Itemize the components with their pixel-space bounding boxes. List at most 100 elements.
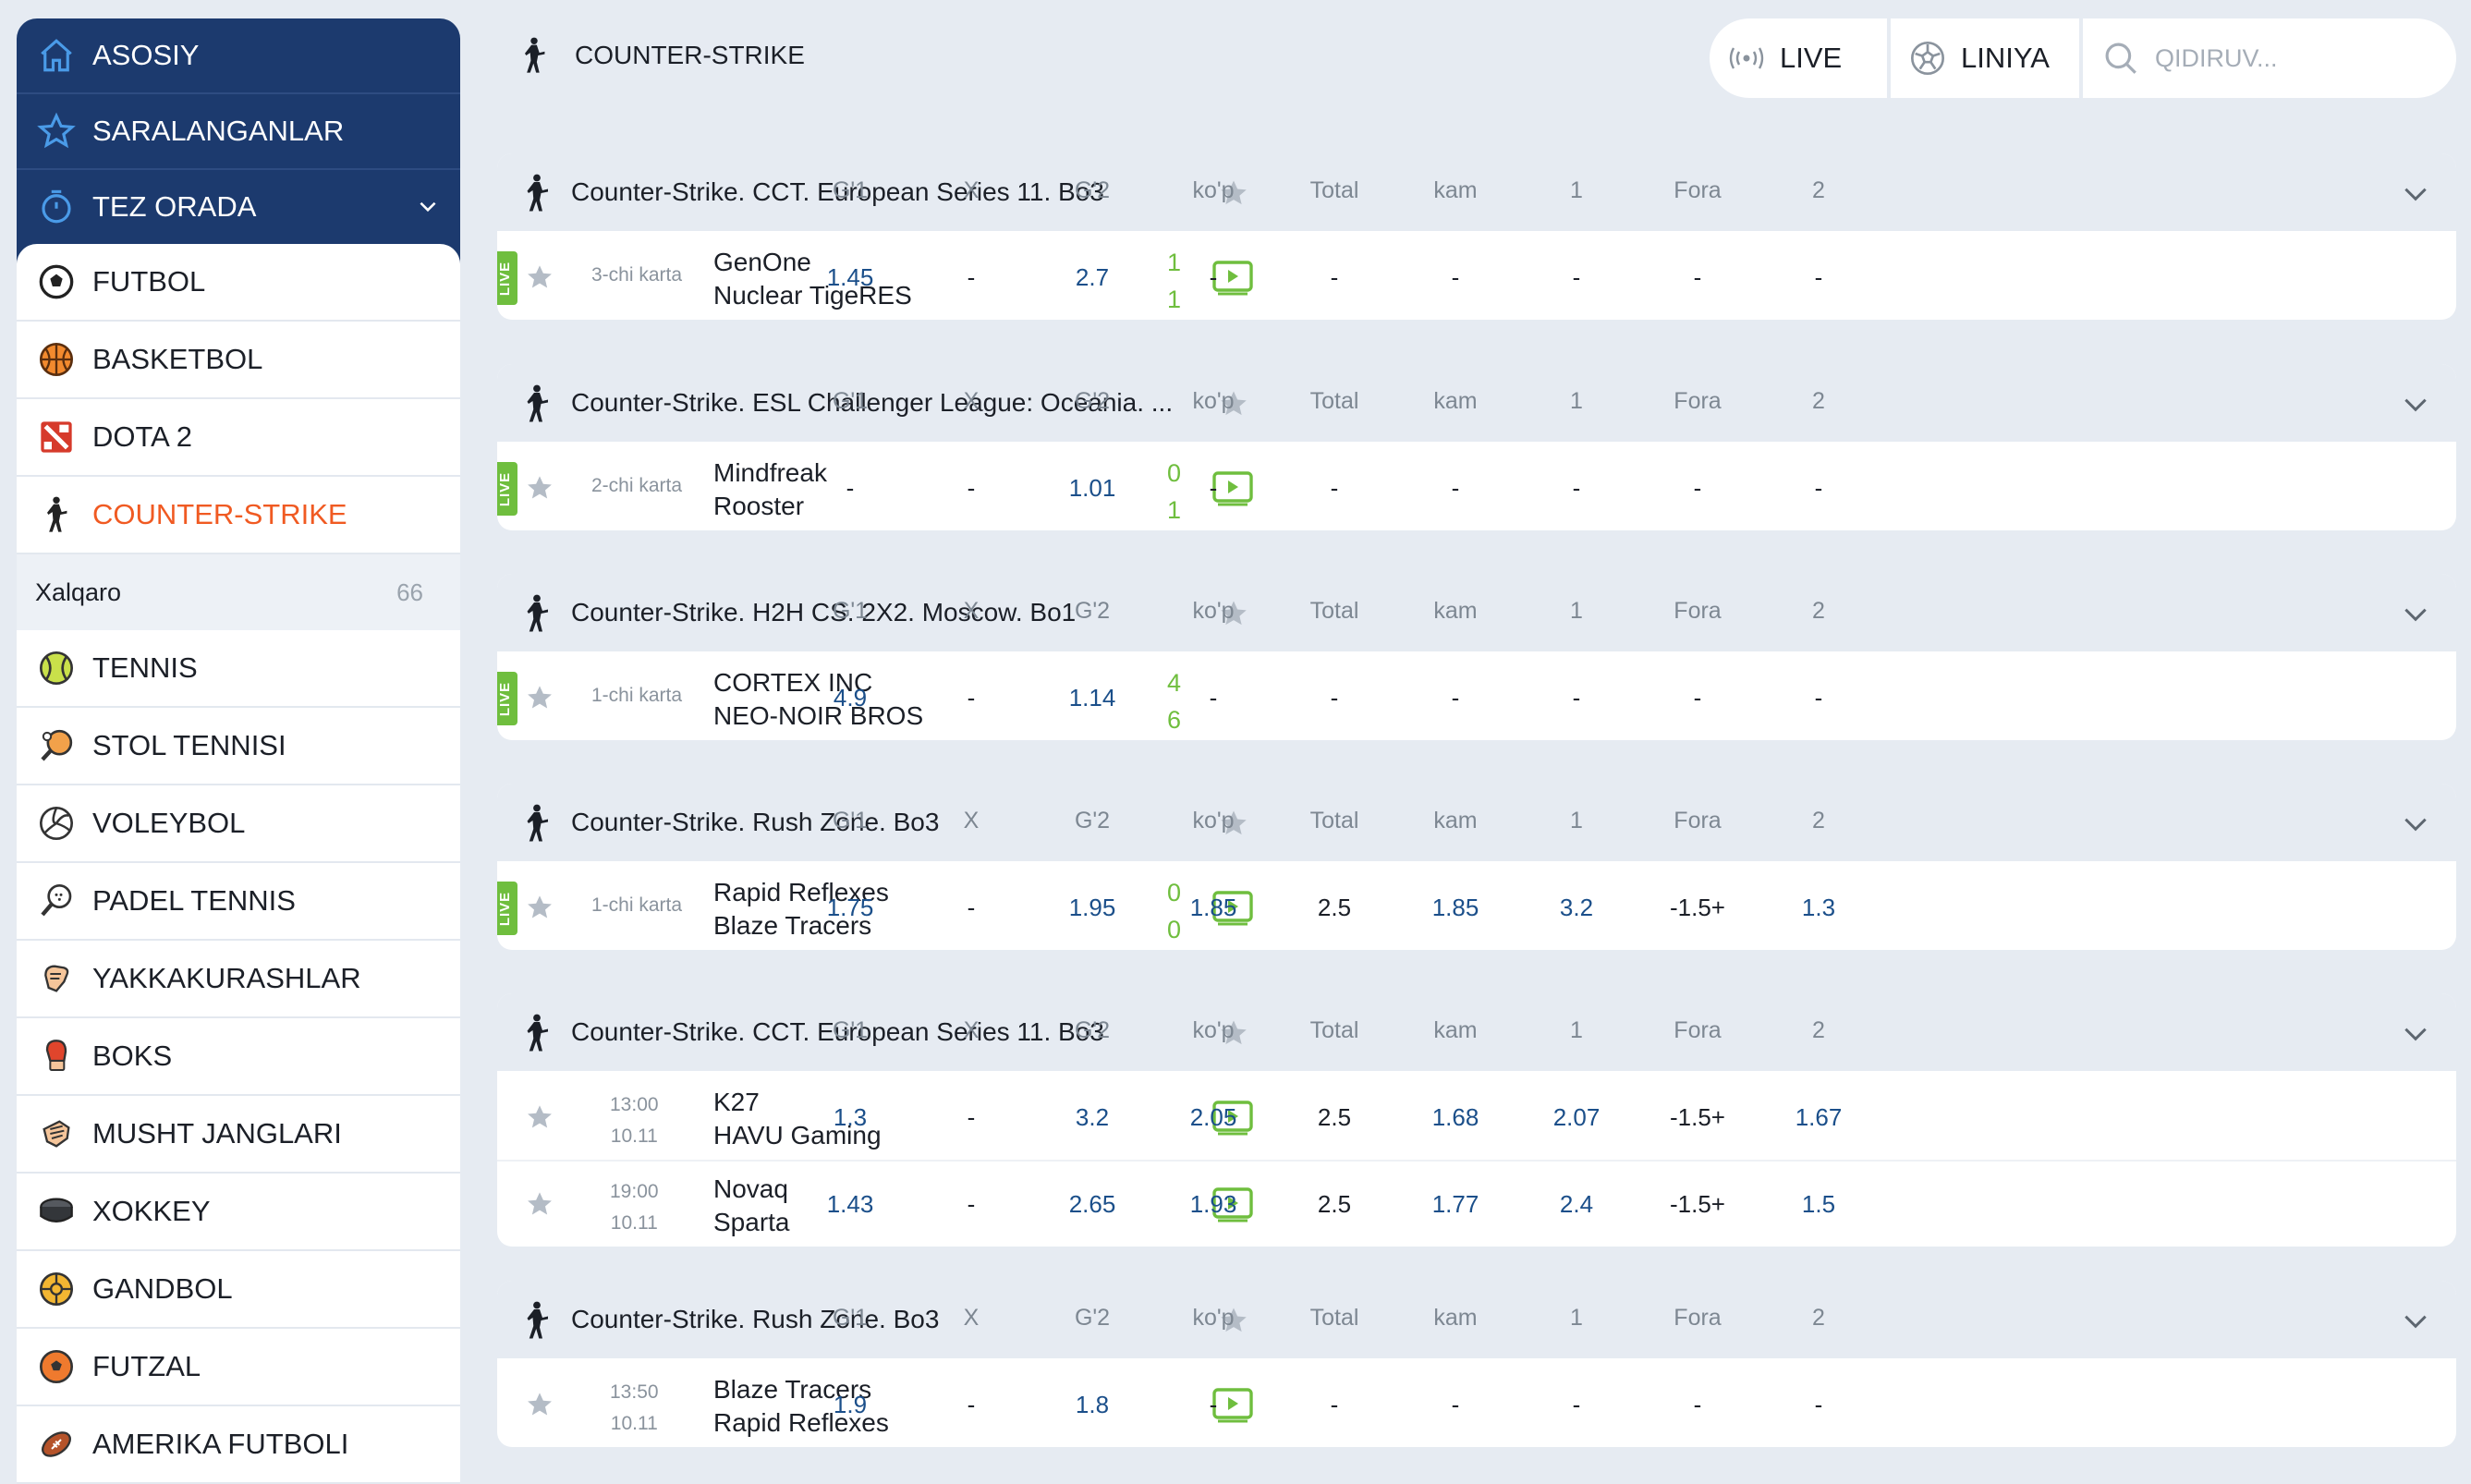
match-teams[interactable]: K27 HAVU Gaming	[713, 1086, 882, 1152]
chevron-down-icon[interactable]	[2401, 1019, 2430, 1049]
odd-button[interactable]: 3.2	[1559, 894, 1594, 921]
chevron-down-icon[interactable]	[2401, 600, 2430, 629]
odd-button[interactable]: 1.01	[1068, 474, 1116, 502]
odd-button[interactable]: 1.85	[1431, 894, 1479, 921]
favorite-star-icon[interactable]	[1218, 1305, 1249, 1336]
odd-button[interactable]: 2.5	[1317, 1103, 1352, 1131]
odd-button[interactable]: 2.5	[1317, 894, 1352, 921]
match-teams[interactable]: Blaze Tracers Rapid Reflexes	[713, 1373, 889, 1440]
sidebar-item-fist-fights[interactable]: MUSHT JANGLARI	[17, 1096, 460, 1174]
favorite-star-icon[interactable]	[525, 683, 554, 712]
favorite-star-icon[interactable]	[1218, 177, 1249, 209]
sidebar-item-tennis[interactable]: TENNIS	[17, 630, 460, 708]
favorite-star-icon[interactable]	[525, 262, 554, 292]
odd-button[interactable]: -1.5+	[1670, 894, 1725, 921]
match-teams[interactable]: Novaq Sparta	[713, 1173, 790, 1239]
match-teams[interactable]: GenOne Nuclear TigeRES	[713, 246, 912, 312]
favorite-star-icon[interactable]	[1218, 808, 1249, 839]
favorite-star-icon[interactable]	[525, 473, 554, 503]
sidebar-item-handball[interactable]: GANDBOL	[17, 1251, 460, 1329]
video-stream-icon[interactable]	[1212, 471, 1253, 506]
video-stream-icon[interactable]	[1212, 1187, 1253, 1222]
favorite-star-icon[interactable]	[525, 1102, 554, 1132]
odd-button[interactable]: 1.77	[1431, 1190, 1479, 1218]
match-row[interactable]: LIVE 2-chi karta Mindfreak Rooster 0 1- -1.01-…	[497, 445, 2456, 530]
favorite-star-icon[interactable]	[525, 1390, 554, 1419]
chevron-down-icon[interactable]	[2401, 809, 2430, 839]
sidebar-item-soon[interactable]: TEZ ORADA	[17, 170, 460, 244]
chevron-down-icon[interactable]	[416, 194, 440, 218]
odd-button[interactable]: 2.4	[1559, 1190, 1594, 1218]
favorite-star-icon[interactable]	[1218, 598, 1249, 629]
sidebar-item-volleyball[interactable]: VOLEYBOL	[17, 785, 460, 863]
sidebar-item-favorites[interactable]: SARALANGANLAR	[17, 94, 460, 170]
match-row[interactable]: 13:50 10.11 Blaze Tracers Rapid Reflexes 1.9…	[497, 1362, 2456, 1447]
odd-button[interactable]: 1.3	[833, 1103, 868, 1131]
chevron-down-icon[interactable]	[2401, 390, 2430, 420]
video-stream-icon[interactable]	[1212, 1388, 1253, 1423]
column-header: G'1	[832, 598, 869, 624]
match-teams[interactable]: Rapid Reflexes Blaze Tracers	[713, 876, 889, 943]
odd-button[interactable]: 2.07	[1552, 1103, 1601, 1131]
odd-button[interactable]: 2.65	[1068, 1190, 1116, 1218]
search-input[interactable]: QIDIRUV...	[2083, 18, 2456, 98]
sidebar-item-counter-strike[interactable]: COUNTER-STRIKE	[17, 477, 460, 554]
odd-button[interactable]: 3.2	[1075, 1103, 1110, 1131]
league-title[interactable]: Counter-Strike. Rush Zone. Bo3	[571, 808, 940, 836]
odd-button[interactable]: 1.8	[1075, 1391, 1110, 1418]
chevron-down-icon[interactable]	[2401, 1307, 2430, 1336]
match-row[interactable]: LIVE 1-chi karta Rapid Reflexes Blaze Trace…	[497, 865, 2456, 950]
odd-button[interactable]: 1.75	[826, 894, 874, 921]
odd-button[interactable]: 2.7	[1075, 263, 1110, 291]
match-row[interactable]: 13:00 10.11 K27 HAVU Gaming 1.3 - 3.2 2.05 2.5 1.…	[497, 1075, 2456, 1160]
sidebar-subitem-international[interactable]: Xalqaro 66	[17, 554, 460, 630]
match-teams[interactable]: Mindfreak Rooster	[713, 456, 827, 523]
odd-button[interactable]: 1.5	[1801, 1190, 1836, 1218]
league-title[interactable]: Counter-Strike. ESL Challenger League: O…	[571, 388, 1174, 417]
league-title[interactable]: Counter-Strike. CCT. European Series 11.…	[571, 177, 1104, 206]
sidebar-item-hockey[interactable]: XOKKEY	[17, 1174, 460, 1251]
odd-button[interactable]: 2.5	[1317, 1190, 1352, 1218]
odd-button[interactable]: 1.9	[833, 1391, 868, 1418]
odd-button[interactable]: 1.95	[1068, 894, 1116, 921]
odd-button[interactable]: 4.9	[833, 684, 868, 712]
live-button[interactable]: LIVE	[1710, 18, 1891, 98]
league-title[interactable]: Counter-Strike. H2H CS. 2X2. Moscow. Bo1	[571, 598, 1077, 626]
league-title[interactable]: Counter-Strike. CCT. European Series 11.…	[571, 1017, 1104, 1046]
match-row[interactable]: LIVE 1-chi karta CORTEX INC NEO-NOIR BROS 4 6…	[497, 655, 2456, 740]
video-stream-icon[interactable]	[1212, 261, 1253, 296]
league-title[interactable]: Counter-Strike. Rush Zone. Bo3	[571, 1305, 940, 1333]
match-row[interactable]: LIVE 3-chi karta GenOne Nuclear TigeRES 1 1 1.…	[497, 235, 2456, 320]
sidebar-item-basketball[interactable]: BASKETBOL	[17, 322, 460, 399]
sidebar-item-table-tennis[interactable]: STOL TENNISI	[17, 708, 460, 785]
match-teams[interactable]: CORTEX INC NEO-NOIR BROS	[713, 666, 923, 733]
favorite-star-icon[interactable]	[1218, 388, 1249, 420]
video-stream-icon[interactable]	[1212, 891, 1253, 926]
odd-button[interactable]: 1.14	[1068, 684, 1116, 712]
sidebar-item-american-football[interactable]: AMERIKA FUTBOLI	[17, 1406, 460, 1484]
odd-button[interactable]: 1.45	[826, 263, 874, 291]
sidebar-item-dota2[interactable]: DOTA 2	[17, 399, 460, 477]
odd-button[interactable]: 1.43	[826, 1190, 874, 1218]
chevron-down-icon[interactable]	[2401, 179, 2430, 209]
odd-button[interactable]: 1.93	[1189, 1190, 1237, 1218]
sidebar-item-futsal[interactable]: FUTZAL	[17, 1329, 460, 1406]
favorite-star-icon[interactable]	[525, 1189, 554, 1219]
odd-button[interactable]: -1.5+	[1670, 1190, 1725, 1218]
match-row[interactable]: 19:00 10.11 Novaq Sparta 1.43 - 2.65 1.93 2.5 1.7…	[497, 1160, 2456, 1247]
odd-button[interactable]: 1.3	[1801, 894, 1836, 921]
sidebar-item-martial-arts[interactable]: YAKKAKURASHLAR	[17, 941, 460, 1018]
favorite-star-icon[interactable]	[525, 893, 554, 922]
odd-button[interactable]: -1.5+	[1670, 1103, 1725, 1131]
sidebar-item-boxing[interactable]: BOKS	[17, 1018, 460, 1096]
sidebar-item-padel-tennis[interactable]: PADEL TENNIS	[17, 863, 460, 941]
sidebar-item-football[interactable]: FUTBOL	[17, 244, 460, 322]
odd-button[interactable]: 1.68	[1431, 1103, 1479, 1131]
video-stream-icon[interactable]	[1212, 1101, 1253, 1136]
odd-button[interactable]: 2.05	[1189, 1103, 1237, 1131]
odd-button[interactable]: 1.67	[1795, 1103, 1843, 1131]
liniya-button[interactable]: LINIYA	[1891, 18, 2083, 98]
favorite-star-icon[interactable]	[1218, 1017, 1249, 1049]
odd-button[interactable]: 1.85	[1189, 894, 1237, 921]
sidebar-item-home[interactable]: ASOSIY	[17, 18, 460, 94]
